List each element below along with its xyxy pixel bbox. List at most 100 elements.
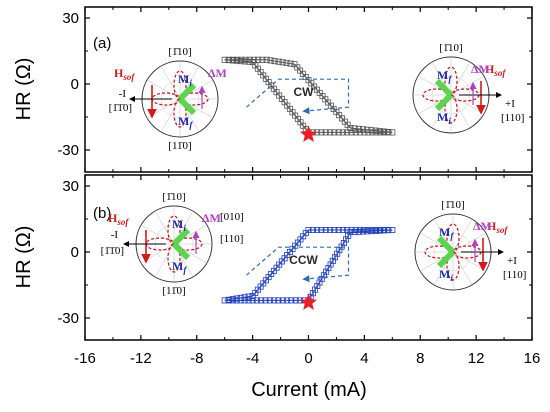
data-point-marker: [351, 125, 358, 132]
y-tick-label: -30: [57, 142, 79, 159]
data-point-marker: [249, 297, 256, 304]
data-point-marker: [238, 56, 245, 63]
ticks-layer: -16 -12 -8 -4 0 4 8 12 16 30 0 -30 30 0 -30: [57, 7, 540, 367]
x-tick-label: 16: [524, 350, 541, 367]
data-point-marker: [229, 57, 236, 64]
data-point-marker: [225, 296, 232, 303]
data-point-marker: [322, 129, 329, 136]
moment-label: Mi: [172, 217, 186, 233]
data-point-marker: [245, 58, 252, 65]
data-point-marker: [344, 129, 351, 136]
data-point-marker: [376, 128, 383, 135]
data-point-marker: [335, 226, 342, 233]
magnetization-vector-i: [177, 82, 197, 102]
data-point-marker: [340, 239, 347, 246]
anisotropy-lobe: [173, 98, 187, 128]
data-point-marker: [380, 128, 387, 135]
data-point-marker: [352, 226, 359, 233]
x-tick-label: 12: [468, 350, 485, 367]
crystal-direction-label: [110]: [503, 269, 526, 281]
data-point-marker: [373, 226, 380, 233]
data-point-marker: [309, 226, 316, 233]
data-point-marker: [275, 58, 282, 65]
data-point-marker: [369, 226, 376, 233]
data-point-marker: [271, 58, 278, 65]
data-point-marker: [267, 57, 274, 64]
y-tick-label: 30: [62, 178, 79, 195]
data-point-marker: [376, 227, 383, 234]
x-tick-label: 0: [304, 350, 312, 367]
data-point-marker: [369, 129, 376, 136]
data-point-marker: [234, 56, 241, 63]
data-point-marker: [326, 129, 333, 136]
data-point-marker: [331, 226, 338, 233]
delta-m-label: ΔM: [208, 66, 227, 80]
magnetization-vector-f: [171, 241, 191, 261]
data-point-marker: [314, 282, 321, 289]
crystal-direction-label: [11̄0]: [168, 140, 191, 152]
crystal-direction-label: [1̄10]: [168, 46, 191, 58]
crystal-direction-label: -I: [111, 229, 119, 241]
data-point-marker: [263, 56, 270, 63]
crystal-direction-label: [11̄0]: [162, 285, 185, 297]
data-point-marker: [365, 129, 372, 136]
data-point-marker: [275, 297, 282, 304]
data-point-marker: [361, 226, 368, 233]
crystal-direction-label: +I: [505, 98, 515, 110]
crystal-direction-label: +I: [507, 255, 517, 267]
loop-panel-0: CW: [221, 56, 396, 142]
data-point-marker: [335, 129, 342, 136]
crystal-direction-label: [010]: [220, 211, 244, 223]
y-axis-title-a: HR (Ω): [13, 58, 35, 121]
data-point-marker: [314, 226, 321, 233]
data-point-marker: [377, 226, 384, 233]
data-point-marker: [249, 59, 256, 66]
magnetization-vector-f: [434, 92, 454, 112]
data-point-marker: [225, 57, 232, 64]
magnetization-vector-f: [177, 96, 197, 116]
panel-a-label: (a): [93, 35, 111, 52]
magnetization-vector-i: [171, 227, 191, 247]
star-marker: [299, 125, 318, 142]
data-point-marker: [287, 60, 294, 67]
delta-m-label: ΔM: [202, 211, 221, 225]
field-label: Hsof: [108, 211, 129, 227]
delta-m-label: ΔM: [471, 62, 490, 76]
data-point-marker: [345, 232, 352, 239]
crystal-direction-label: [1̄1̄0]: [101, 245, 124, 257]
crystal-direction-label: [110]: [501, 112, 524, 124]
crystal-direction-label: [1̄10]: [439, 42, 462, 54]
data-point-marker: [318, 129, 325, 136]
data-point-marker: [253, 297, 260, 304]
data-point-marker: [381, 226, 388, 233]
data-point-marker: [292, 297, 299, 304]
data-point-marker: [389, 226, 396, 233]
x-tick-label: -8: [190, 350, 203, 367]
x-tick-label: -4: [246, 350, 259, 367]
data-point-marker: [357, 129, 364, 136]
loops-layer: CW CCW: [221, 56, 396, 310]
crystal-direction-label: [1̄10]: [162, 191, 185, 203]
data-point-marker: [329, 257, 336, 264]
data-point-marker: [357, 226, 364, 233]
data-point-marker: [283, 297, 290, 304]
data-point-marker: [377, 129, 384, 136]
anisotropy-lobe: [446, 251, 460, 281]
data-point-marker: [352, 129, 359, 136]
loop-direction-arrow: [246, 78, 350, 115]
crystal-direction-label: [1̄1̄0]: [109, 102, 132, 114]
moment-label: Mi: [439, 267, 453, 283]
loop-direction-arrow: [246, 246, 350, 283]
data-point-marker: [258, 297, 265, 304]
field-label: Hsof: [487, 219, 508, 235]
moment-label: Mf: [439, 225, 454, 241]
moment-label: Mf: [178, 114, 193, 130]
moment-label: Mi: [178, 72, 192, 88]
anisotropy-lobe: [167, 243, 181, 273]
crystal-direction-label: [1̄10]: [441, 199, 464, 211]
delta-m-label: ΔM: [473, 219, 492, 233]
crystal-direction-label: [110]: [220, 233, 243, 245]
